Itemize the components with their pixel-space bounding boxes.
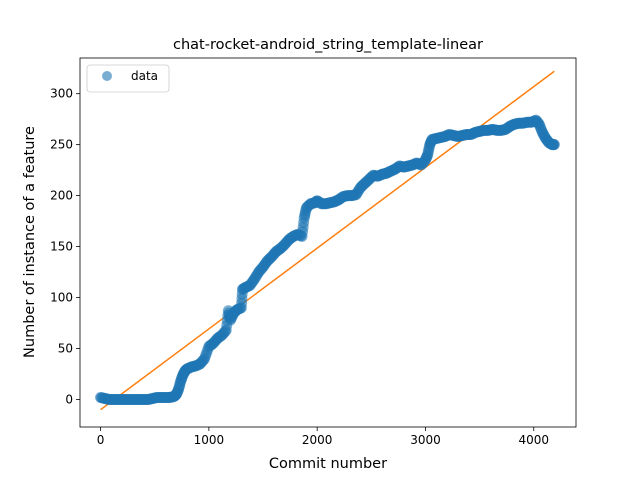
x-tick-label: 0: [97, 433, 105, 447]
y-tick-label: 150: [50, 240, 73, 254]
x-tick-label: 3000: [410, 433, 441, 447]
plot-area: [80, 58, 576, 427]
x-tick-label: 4000: [518, 433, 549, 447]
data-points-layer: [95, 114, 560, 405]
y-tick-label: 100: [50, 291, 73, 305]
legend-marker-data: [102, 71, 112, 81]
chart-title: chat-rocket-android_string_template-line…: [173, 37, 483, 53]
y-axis-label: Number of instance of a feature: [22, 126, 38, 358]
y-tick-label: 200: [50, 189, 73, 203]
x-axis: 0 1000 2000 3000 4000: [97, 427, 549, 447]
y-axis: 0 50 100 150 200 250 300: [50, 87, 80, 406]
x-tick-label: 1000: [194, 433, 225, 447]
y-tick-label: 50: [58, 342, 73, 356]
y-tick-label: 300: [50, 87, 73, 101]
legend: data: [86, 64, 170, 93]
legend-label-data: data: [131, 69, 158, 83]
plot-frame: [79, 57, 577, 428]
x-tick-label: 2000: [302, 433, 333, 447]
y-tick-label: 0: [65, 392, 73, 406]
data-point: [548, 139, 560, 151]
x-axis-label: Commit number: [269, 456, 387, 472]
y-tick-label: 250: [50, 138, 73, 152]
